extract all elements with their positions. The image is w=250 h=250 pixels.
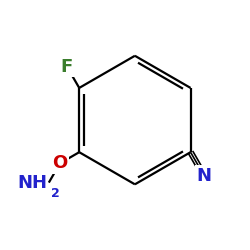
Text: N: N	[197, 167, 212, 185]
Text: NH: NH	[18, 174, 48, 192]
Text: O: O	[52, 154, 68, 172]
Text: F: F	[61, 58, 73, 76]
Text: 2: 2	[51, 187, 59, 200]
